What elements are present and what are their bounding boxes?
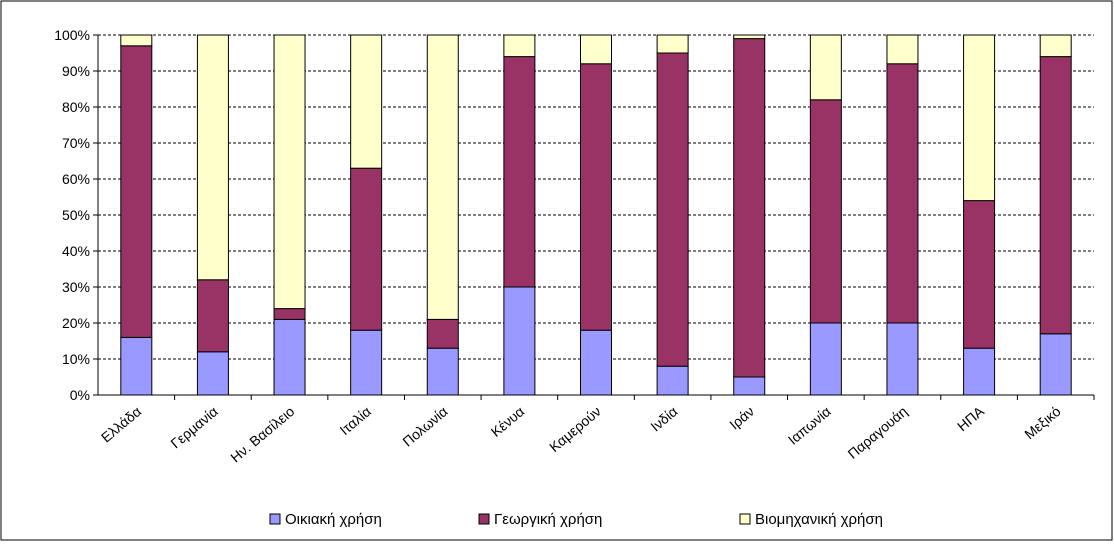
y-tick-labels: 0% 10% 20% 30% 40% 50% 60% 70% 80% 90% 100% [54, 27, 90, 403]
bar-segment [503, 56, 536, 288]
legend-swatch [478, 513, 490, 525]
bar-segment [196, 279, 229, 353]
bar-segment [426, 34, 459, 320]
y-tick-label: 80% [62, 99, 90, 115]
bar-segment [196, 34, 229, 281]
bar-segment [656, 365, 689, 396]
y-tick-label: 40% [62, 243, 90, 259]
bar-segment [120, 45, 153, 338]
bar-segment [426, 347, 459, 396]
legend-item: Γεωργική χρήση [478, 511, 602, 528]
bar-segment [273, 318, 306, 396]
legend-label: Οικιακή χρήση [285, 511, 382, 528]
bar-segment [580, 63, 612, 331]
bar-segment [809, 322, 842, 396]
y-tick-label: 60% [62, 171, 90, 187]
bar-segment [120, 336, 153, 396]
bar-segment [350, 34, 383, 169]
y-tick-label: 90% [62, 63, 90, 79]
bar-segment [1039, 56, 1072, 335]
bar-segment [350, 167, 383, 331]
y-tick-label: 0% [70, 387, 90, 403]
bar-segment [426, 318, 459, 349]
bar-segment [196, 351, 229, 396]
bar-segment [503, 286, 536, 396]
bars [120, 34, 1072, 396]
bar-segment [273, 308, 306, 320]
y-tick-label: 70% [62, 135, 90, 151]
bar-segment [733, 376, 766, 396]
legend-item: Βιομηχανική χρήση [739, 511, 883, 528]
bar-segment [273, 34, 306, 310]
legend-swatch [269, 513, 281, 525]
legend-label: Γεωργική χρήση [494, 511, 602, 528]
bar-segment [503, 34, 536, 58]
y-tick-label: 30% [62, 279, 90, 295]
bar-segment [656, 34, 689, 54]
legend: Οικιακή χρήση Γεωργική χρήση Βιομηχανική χ… [269, 511, 883, 528]
bar-segment [580, 34, 612, 65]
bar-segment [886, 34, 919, 65]
bar-segment [120, 34, 153, 47]
bar-segment [1039, 333, 1072, 396]
bar-segment [656, 52, 689, 367]
bar-segment [350, 329, 383, 396]
bar-segment [963, 200, 996, 349]
bar-segment [1039, 34, 1072, 58]
y-tick-label: 50% [62, 207, 90, 223]
bar-segment [733, 34, 766, 40]
y-tick-label: 20% [62, 315, 90, 331]
y-tick-label: 100% [54, 27, 90, 43]
axes [93, 34, 1095, 400]
legend-item: Οικιακή χρήση [269, 511, 382, 528]
bar-segment [886, 322, 919, 396]
bar-segment [809, 34, 842, 101]
legend-label: Βιομηχανική χρήση [755, 511, 883, 528]
y-tick-label: 10% [62, 351, 90, 367]
bar-segment [809, 99, 842, 324]
bar-segment [963, 34, 996, 202]
bar-segment [580, 329, 612, 396]
bar-segment [886, 63, 919, 324]
bar-segment [963, 347, 996, 396]
bar-segment [733, 38, 766, 378]
legend-swatch [739, 513, 751, 525]
